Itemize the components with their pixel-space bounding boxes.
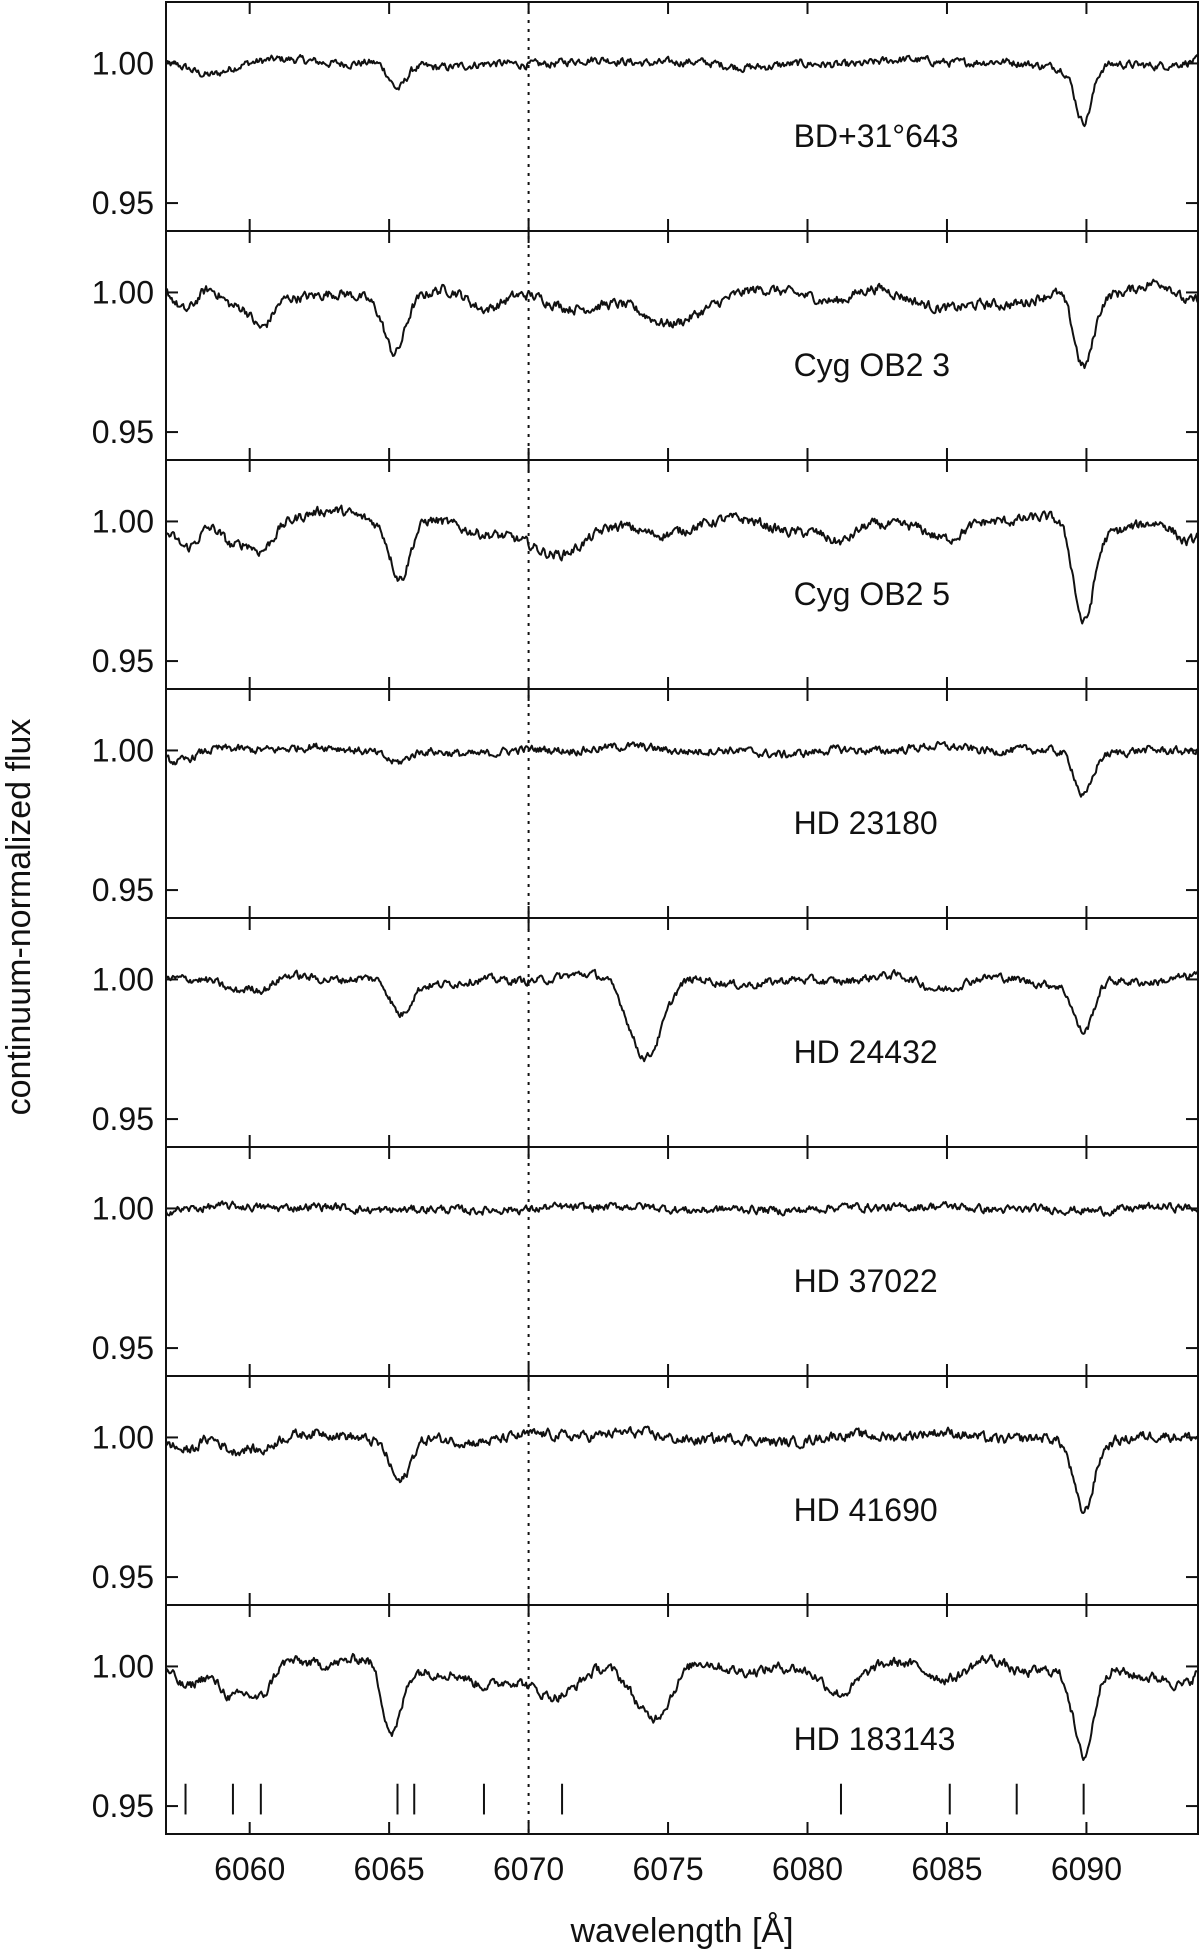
x-tick-label: 6090 (1051, 1851, 1122, 1887)
x-tick-label: 6080 (772, 1851, 843, 1887)
panel-frame (165, 1604, 1199, 1835)
spectrum-line (165, 740, 1199, 798)
y-axis-title: continuum-normalized flux (0, 719, 38, 1116)
x-axis-ticks: 6060 6065 6070 6075 6080 6085 6090 (214, 2, 1122, 1887)
spectrum-panel: 0.95 1.00 HD 24432 (92, 917, 1199, 1148)
star-label: HD 23180 (794, 805, 938, 841)
x-tick-label: 6085 (911, 1851, 982, 1887)
panel-frame (165, 917, 1199, 1148)
y-tick-label: 0.95 (92, 1559, 154, 1595)
spectrum-line (165, 504, 1199, 625)
y-tick-label: 0.95 (92, 414, 154, 450)
star-label: HD 41690 (794, 1492, 938, 1528)
star-label: HD 183143 (794, 1721, 956, 1757)
y-tick-label: 1.00 (92, 274, 154, 310)
panel-frame (165, 688, 1199, 919)
y-tick-label: 1.00 (92, 961, 154, 997)
y-tick-label: 0.95 (92, 1330, 154, 1366)
panel-frame (165, 1146, 1199, 1377)
star-label: BD+31°643 (794, 118, 959, 154)
spectrum-panel: 0.95 1.00 HD 23180 (92, 688, 1199, 919)
x-tick-label: 6070 (493, 1851, 564, 1887)
panel-frame (165, 459, 1199, 690)
y-tick-label: 1.00 (92, 45, 154, 81)
spectrum-line (165, 1425, 1199, 1514)
y-tick-label: 0.95 (92, 643, 154, 679)
x-tick-label: 6075 (632, 1851, 703, 1887)
panel-frame (165, 1, 1199, 232)
star-label: HD 37022 (794, 1263, 938, 1299)
spectrum-panel: 0.95 1.00 HD 37022 (92, 1146, 1199, 1377)
spectrum-panel: 0.95 1.00 BD+31°643 (92, 1, 1199, 232)
y-tick-label: 1.00 (92, 1648, 154, 1684)
y-tick-label: 0.95 (92, 185, 154, 221)
x-tick-label: 6065 (354, 1851, 425, 1887)
star-label: Cyg OB2 5 (794, 576, 951, 612)
spectrum-line (165, 1652, 1199, 1761)
y-tick-label: 1.00 (92, 503, 154, 539)
spectrum-panel: 0.95 1.00 Cyg OB2 5 (92, 459, 1199, 690)
y-tick-label: 0.95 (92, 1788, 154, 1824)
star-label: Cyg OB2 3 (794, 347, 951, 383)
line-identification-marks (184, 1783, 1085, 1815)
spectrum-panel: 0.95 1.00 HD 41690 (92, 1375, 1199, 1606)
panels: 0.95 1.00 BD+31°643 0.95 1.00 Cyg OB2 3 0.95 1.… (92, 1, 1199, 1835)
y-tick-label: 1.00 (92, 1419, 154, 1455)
spectrum-panel: 0.95 1.00 Cyg OB2 3 (92, 230, 1199, 461)
spectrum-line (165, 1200, 1199, 1217)
y-tick-label: 0.95 (92, 872, 154, 908)
y-tick-label: 0.95 (92, 1101, 154, 1137)
y-tick-label: 1.00 (92, 1190, 154, 1226)
panel-frame (165, 1375, 1199, 1606)
y-tick-label: 1.00 (92, 732, 154, 768)
spectrum-line (165, 54, 1199, 128)
spectrum-line (165, 278, 1199, 370)
panel-frame (165, 230, 1199, 461)
x-axis-title: wavelength [Å] (569, 1912, 793, 1950)
spectrum-line (165, 968, 1199, 1063)
star-label: HD 24432 (794, 1034, 938, 1070)
spectrum-panel: 0.95 1.00 HD 183143 (92, 1604, 1199, 1835)
x-tick-label: 6060 (214, 1851, 285, 1887)
